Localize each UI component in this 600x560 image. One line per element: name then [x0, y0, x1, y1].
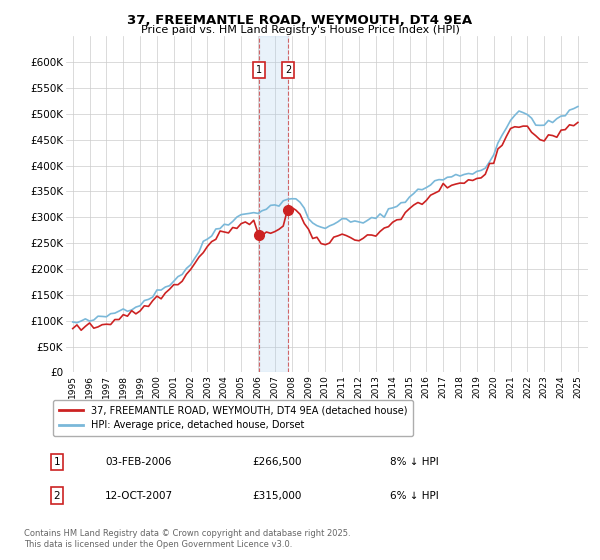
- Text: Price paid vs. HM Land Registry's House Price Index (HPI): Price paid vs. HM Land Registry's House …: [140, 25, 460, 35]
- Bar: [259, 36, 288, 372]
- Text: £315,000: £315,000: [252, 491, 301, 501]
- Text: 6% ↓ HPI: 6% ↓ HPI: [390, 491, 439, 501]
- Text: 2: 2: [53, 491, 61, 501]
- Text: 8% ↓ HPI: 8% ↓ HPI: [390, 457, 439, 467]
- Text: 1: 1: [256, 65, 262, 75]
- Text: 2: 2: [285, 65, 291, 75]
- Text: 37, FREEMANTLE ROAD, WEYMOUTH, DT4 9EA: 37, FREEMANTLE ROAD, WEYMOUTH, DT4 9EA: [127, 14, 473, 27]
- Text: 03-FEB-2006: 03-FEB-2006: [105, 457, 172, 467]
- Text: Contains HM Land Registry data © Crown copyright and database right 2025.
This d: Contains HM Land Registry data © Crown c…: [24, 529, 350, 549]
- Legend: 37, FREEMANTLE ROAD, WEYMOUTH, DT4 9EA (detached house), HPI: Average price, det: 37, FREEMANTLE ROAD, WEYMOUTH, DT4 9EA (…: [53, 400, 413, 436]
- Text: 1: 1: [53, 457, 61, 467]
- Text: £266,500: £266,500: [252, 457, 302, 467]
- Text: 12-OCT-2007: 12-OCT-2007: [105, 491, 173, 501]
